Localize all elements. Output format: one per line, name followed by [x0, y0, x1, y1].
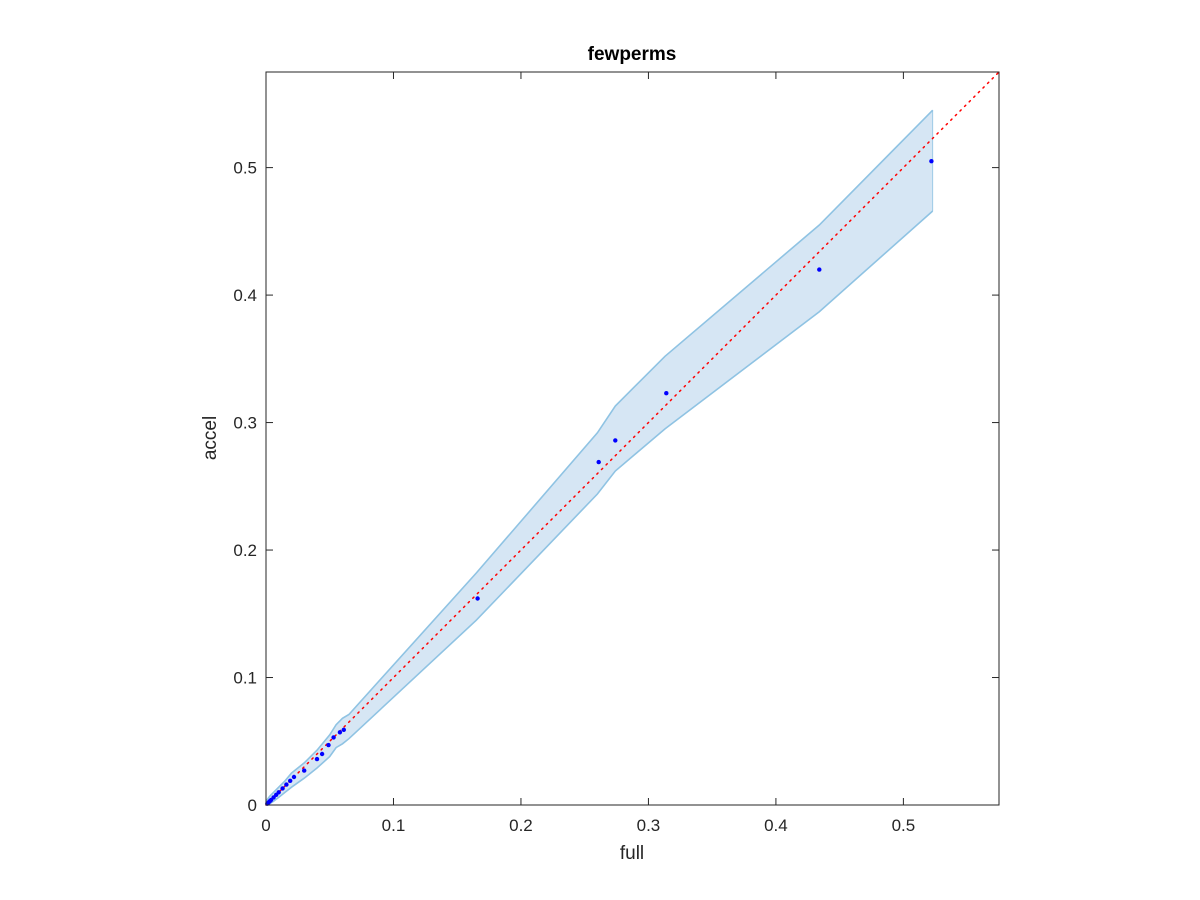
data-point: [596, 459, 601, 465]
y-tick-label: 0.4: [233, 286, 257, 305]
band-upper-edge: [265, 109, 934, 802]
x-tick-label: 0: [261, 816, 270, 835]
data-points: [265, 159, 934, 806]
data-point: [288, 778, 293, 783]
data-point: [817, 267, 822, 272]
x-axis-label: full: [620, 843, 644, 864]
reference-line-layer: [265, 71, 1000, 806]
y-tick-label: 0.1: [233, 669, 257, 688]
y-axis-label: accel: [200, 416, 221, 460]
x-tick-label: 0.5: [892, 816, 916, 835]
confidence-band: [265, 109, 934, 806]
reference-line: [265, 71, 1000, 806]
axes-box: [265, 71, 1000, 806]
band-lower-edge: [265, 210, 934, 806]
chart-title: fewperms: [588, 44, 677, 65]
data-point: [664, 391, 669, 396]
data-point: [280, 786, 285, 791]
band-fill: [266, 110, 933, 805]
data-point: [291, 774, 297, 780]
data-point: [319, 751, 325, 757]
y-axis-ticks: 0 0.1 0.2 0.3 0.4 0.5: [233, 159, 999, 815]
data-point: [331, 735, 336, 740]
data-point: [326, 742, 331, 748]
x-axis-ticks: 0 0.1 0.2 0.3 0.4 0.5: [261, 72, 915, 835]
x-tick-label: 0.4: [764, 816, 788, 835]
x-tick-label: 0.2: [509, 816, 533, 835]
data-point: [276, 790, 281, 795]
data-point: [341, 727, 346, 732]
data-point: [314, 756, 320, 762]
data-point: [302, 768, 307, 773]
y-tick-label: 0.2: [233, 541, 257, 560]
data-point: [284, 782, 289, 787]
x-tick-label: 0.3: [637, 816, 661, 835]
x-tick-label: 0.1: [382, 816, 406, 835]
data-point: [475, 596, 480, 601]
data-point: [337, 730, 343, 735]
data-point: [929, 159, 934, 164]
y-tick-label: 0.5: [233, 159, 257, 178]
y-tick-label: 0.3: [233, 414, 257, 433]
data-point: [613, 438, 618, 443]
y-tick-label: 0: [248, 796, 257, 815]
